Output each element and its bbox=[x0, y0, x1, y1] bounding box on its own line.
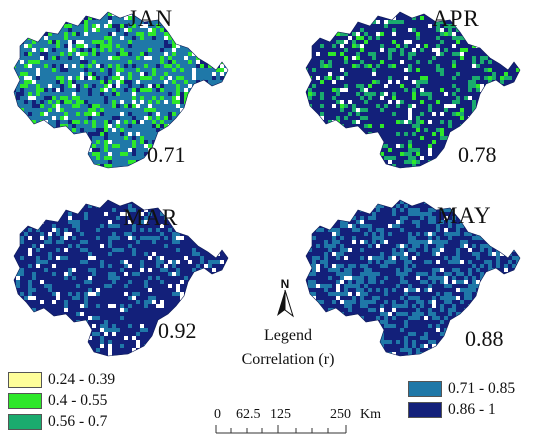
legend-item: 0.56 - 0.7 bbox=[8, 411, 115, 432]
legend-label: 0.24 - 0.39 bbox=[48, 370, 116, 388]
correlation-value-apr: 0.78 bbox=[458, 142, 497, 167]
month-label-jan: JAN bbox=[128, 6, 174, 31]
scalebar-label-62-5: 62.5 bbox=[236, 407, 261, 422]
legend-title: Legend bbox=[264, 327, 312, 344]
scalebar-label-0: 0 bbox=[214, 407, 221, 422]
legend-item: 0.24 - 0.39 bbox=[8, 369, 115, 390]
legend-label: 0.71 - 0.85 bbox=[448, 379, 516, 397]
scale-bar bbox=[215, 425, 347, 434]
legend-label: 0.86 - 1 bbox=[448, 400, 496, 418]
correlation-value-mar: 0.92 bbox=[158, 318, 197, 343]
legend-item: 0.71 - 0.85 bbox=[408, 378, 515, 399]
north-arrow-icon: N bbox=[277, 277, 294, 318]
region-map-may bbox=[305, 199, 521, 357]
north-label: N bbox=[281, 277, 290, 291]
legend-item: 0.4 - 0.55 bbox=[8, 390, 115, 411]
legend-label: 0.4 - 0.55 bbox=[48, 391, 108, 409]
month-label-apr: APR bbox=[432, 6, 480, 31]
scalebar-label-125: 125 bbox=[270, 407, 291, 422]
legend-swatch bbox=[408, 401, 442, 418]
legend-swatch bbox=[8, 371, 42, 388]
scalebar-unit: Km bbox=[360, 407, 381, 422]
legend-swatch bbox=[8, 413, 42, 430]
correlation-value-jan: 0.71 bbox=[147, 142, 186, 167]
correlation-value-may: 0.88 bbox=[465, 326, 504, 351]
scalebar-label-250: 250 bbox=[330, 407, 351, 422]
legend-item: 0.86 - 1 bbox=[408, 399, 515, 420]
region-map-jan bbox=[13, 11, 229, 169]
month-label-may: MAY bbox=[437, 203, 492, 228]
legend-subtitle: Correlation (r) bbox=[241, 351, 335, 368]
map-panel-apr bbox=[300, 8, 525, 178]
legend-label: 0.56 - 0.7 bbox=[48, 412, 108, 430]
month-label-mar: MAR bbox=[123, 205, 179, 230]
legend-high-classes: 0.71 - 0.85 0.86 - 1 bbox=[408, 378, 515, 420]
legend-swatch bbox=[408, 380, 442, 397]
region-map-apr bbox=[305, 11, 521, 169]
legend-low-classes: 0.24 - 0.39 0.4 - 0.55 0.56 - 0.7 bbox=[8, 369, 115, 432]
map-panel-jan bbox=[8, 8, 233, 178]
legend-swatch bbox=[8, 392, 42, 409]
map-panel-may bbox=[300, 196, 525, 366]
region-map-mar bbox=[13, 199, 229, 357]
map-panel-mar bbox=[8, 196, 233, 366]
